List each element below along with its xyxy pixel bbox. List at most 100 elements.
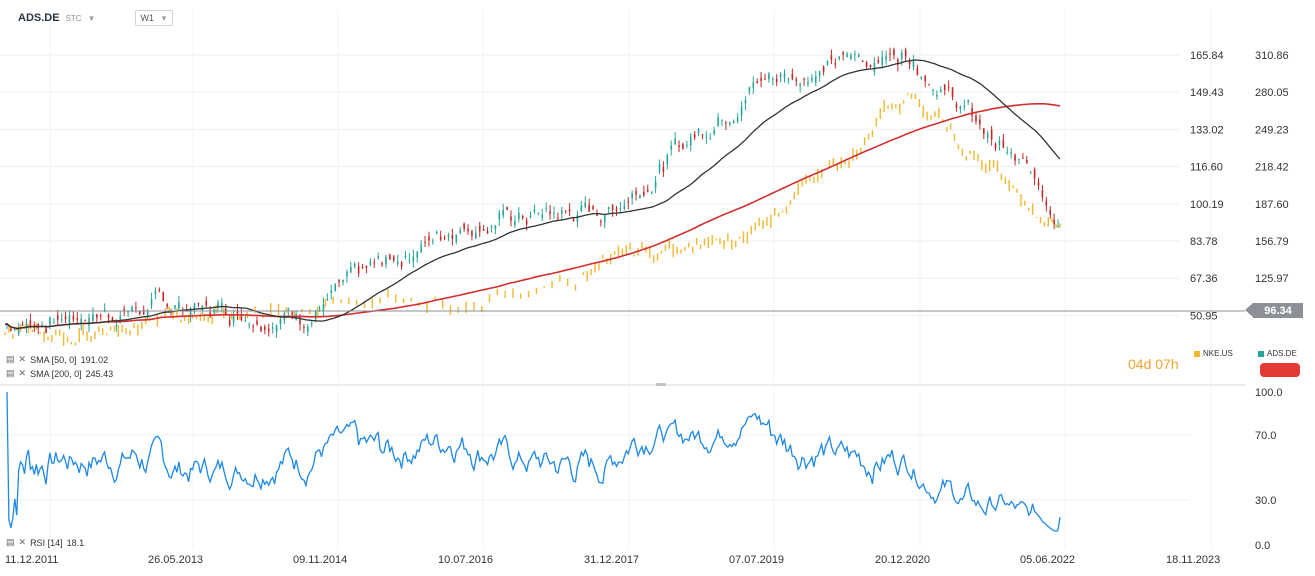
candle-body — [697, 128, 700, 134]
candle-body — [1025, 160, 1028, 164]
candle-body — [463, 223, 465, 229]
rsi-axis-tick: 70.0 — [1255, 430, 1276, 442]
candle-body — [502, 209, 504, 216]
candle-body — [588, 204, 590, 212]
candle-body — [135, 307, 137, 309]
candle-body — [1049, 209, 1052, 216]
candle-body — [64, 316, 67, 320]
candle-body — [861, 61, 864, 63]
candle-body — [174, 305, 176, 309]
candle-body — [353, 263, 356, 267]
candle-body — [326, 299, 329, 301]
candle-body — [435, 231, 438, 234]
rsi-legend[interactable]: ▤ ✕ RSI [14] 18.1 — [6, 537, 84, 548]
candle-body — [580, 205, 583, 211]
settings-icon[interactable]: ▤ — [6, 354, 15, 364]
candle-countdown: 04d 07h — [1128, 356, 1179, 372]
candle-body — [568, 209, 571, 212]
candle-body — [1041, 190, 1044, 198]
rsi-axis-tick: 0.0 — [1255, 540, 1270, 552]
candle-body — [920, 77, 923, 79]
candle-body — [885, 55, 887, 60]
candle-body — [830, 55, 833, 61]
candle-body — [139, 311, 141, 315]
candle-body — [897, 59, 899, 65]
settings-icon[interactable]: ▤ — [6, 368, 15, 378]
candle-body — [846, 53, 848, 58]
legend-ads[interactable]: ADS.DE — [1258, 349, 1297, 358]
candle-body — [775, 79, 778, 83]
candle-body — [443, 237, 446, 239]
rsi-axis-tick: 100.0 — [1255, 387, 1283, 399]
candle-body — [658, 164, 661, 172]
candle-body — [537, 212, 540, 214]
candle-body — [330, 290, 333, 293]
candle-body — [314, 310, 317, 320]
candle-body — [686, 144, 688, 146]
candle-body — [615, 208, 618, 211]
candle-body — [826, 60, 829, 65]
candle-body — [228, 320, 231, 326]
alert-badge[interactable] — [1260, 363, 1300, 377]
timeframe-select[interactable]: W1 ▼ — [135, 10, 173, 26]
candle-body — [689, 136, 692, 146]
candle-body — [490, 226, 493, 228]
candle-body — [346, 271, 348, 277]
close-icon[interactable]: ✕ — [18, 368, 27, 378]
candle-body — [994, 144, 997, 149]
close-icon[interactable]: ✕ — [18, 354, 27, 364]
candle-body — [1010, 152, 1012, 154]
pane-resize-handle[interactable] — [656, 383, 666, 386]
candle-body — [1018, 158, 1020, 160]
candle-body — [795, 79, 798, 81]
candle-body — [740, 106, 743, 116]
legend-swatch — [1258, 350, 1264, 357]
candle-body — [459, 230, 462, 233]
candle-body — [803, 78, 805, 80]
x-axis-tick: 31.12.2017 — [584, 554, 639, 566]
candle-body — [256, 320, 258, 325]
close-icon[interactable]: ✕ — [18, 537, 27, 547]
chevron-down-icon[interactable]: ▼ — [87, 13, 96, 23]
legend-nke[interactable]: NKE.US — [1194, 349, 1233, 358]
candle-body — [850, 55, 852, 60]
sma50-legend[interactable]: ▤ ✕ SMA [50, 0] 191.02 — [6, 354, 108, 365]
candle-body — [514, 220, 516, 226]
candle-body — [682, 144, 684, 149]
candle-body — [857, 55, 860, 57]
candle-body — [404, 255, 407, 258]
candle-body — [545, 207, 547, 209]
candle-body — [197, 303, 200, 305]
candle-body — [564, 210, 567, 212]
candle-body — [92, 314, 94, 321]
candle-body — [334, 284, 336, 291]
candle-body — [877, 59, 880, 63]
x-axis-tick: 05.06.2022 — [1020, 554, 1075, 566]
settings-icon[interactable]: ▤ — [6, 537, 15, 547]
right-axis-tick: 156.79 — [1255, 236, 1289, 248]
candle-body — [150, 298, 153, 306]
candle-body — [592, 206, 594, 210]
candle-body — [455, 234, 458, 242]
candle-body — [1057, 226, 1059, 228]
candle-body — [72, 316, 75, 320]
candle-body — [45, 328, 47, 333]
candle-body — [705, 136, 708, 138]
candle-body — [975, 115, 977, 122]
candle-body — [107, 314, 110, 318]
candle-body — [893, 49, 895, 56]
candle-body — [10, 328, 12, 332]
sma200-legend[interactable]: ▤ ✕ SMA [200, 0] 245.43 — [6, 368, 113, 379]
candle-body — [318, 308, 321, 310]
candle-body — [646, 189, 649, 192]
symbol-name[interactable]: ADS.DE — [18, 12, 60, 24]
candle-body — [631, 193, 633, 199]
candle-body — [240, 314, 243, 321]
candle-body — [369, 261, 372, 265]
right-axis-tick: 125.97 — [1255, 273, 1289, 285]
candle-body — [498, 213, 501, 220]
candle-body — [1045, 200, 1048, 206]
candle-body — [68, 315, 71, 324]
candle-body — [756, 81, 758, 84]
